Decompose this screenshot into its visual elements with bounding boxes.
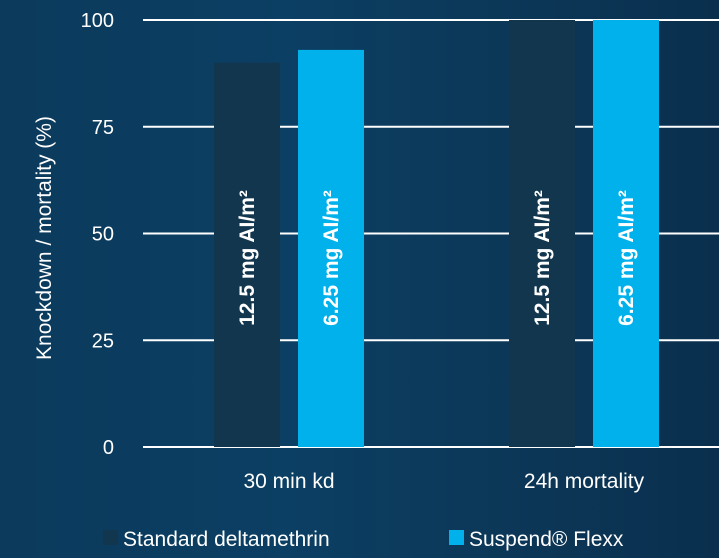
bar	[214, 62, 280, 447]
bar-data-label: 6.25 mg AI/m²	[615, 190, 638, 326]
y-tick-labels: 0 25 50 75 100	[81, 10, 114, 459]
x-tick-label: 30 min kd	[243, 470, 334, 493]
x-tick-labels: 30 min kd 24h mortality	[243, 470, 644, 493]
bar	[593, 20, 659, 447]
y-tick-label: 0	[103, 437, 114, 459]
legend: Standard deltamethrin Suspend® Flexx	[103, 528, 624, 551]
y-axis-title: Knockdown / mortality (%)	[33, 116, 56, 360]
y-tick-label: 75	[92, 117, 114, 139]
bar-data-label: 6.25 mg AI/m²	[320, 190, 343, 326]
bar-data-label: 12.5 mg AI/m²	[531, 190, 554, 326]
bar-data-label: 12.5 mg AI/m²	[236, 190, 259, 326]
bars: 12.5 mg AI/m² 12.5 mg AI/m² 6.25 mg AI/m² 6…	[214, 20, 659, 447]
legend-swatch	[449, 530, 464, 545]
bar	[298, 49, 364, 447]
y-tick-label: 50	[92, 224, 114, 246]
x-tick-label: 24h mortality	[524, 470, 645, 493]
bar	[509, 20, 575, 447]
legend-swatch	[103, 530, 118, 545]
legend-label: Suspend® Flexx	[469, 528, 624, 551]
y-tick-label: 25	[92, 330, 114, 352]
legend-label: Standard deltamethrin	[123, 528, 330, 551]
y-tick-label: 100	[81, 10, 114, 32]
